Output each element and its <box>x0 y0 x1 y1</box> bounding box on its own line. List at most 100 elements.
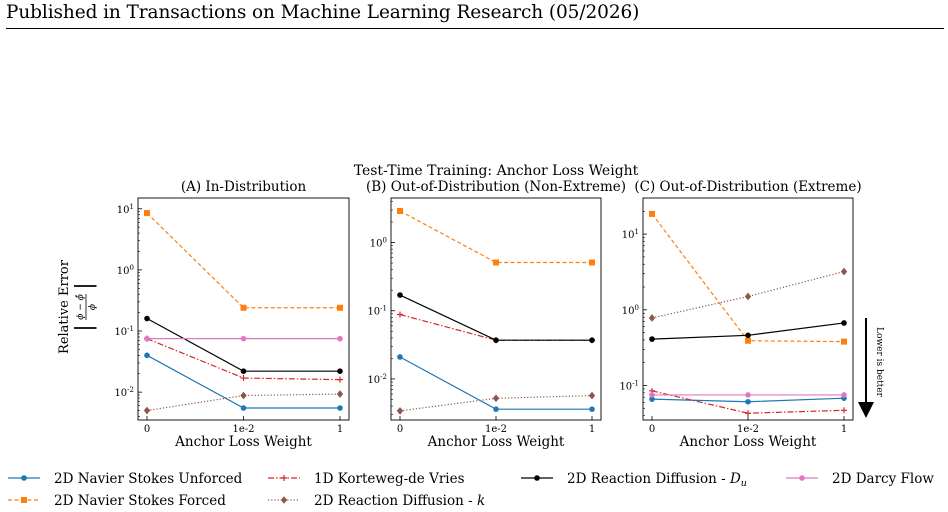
chart-panel-2: (B) Out-of-Distribution (Non-Extreme) 10-… <box>366 179 626 450</box>
series-navier_unforced <box>397 354 595 413</box>
lower-is-better-text: Lower is better <box>874 327 884 398</box>
x-tick-label: 0 <box>649 424 655 435</box>
data-point <box>841 407 847 414</box>
chart-panel-3: (C) Out-of-Distribution (Extreme) 10-1 100… <box>619 179 861 450</box>
series-darcy <box>144 335 343 342</box>
legend-item-navier_forced: 2D Navier Stokes Forced <box>8 493 226 509</box>
series-line <box>146 393 341 412</box>
legend-label: 1D Korteweg-de Vries <box>314 471 465 487</box>
panel-title: (A) In-Distribution <box>181 179 307 195</box>
legend-label: 2D Darcy Flow <box>832 471 934 487</box>
series-line <box>146 354 340 409</box>
data-point <box>649 336 655 342</box>
lower-is-better-annotation: Lower is better <box>858 318 884 418</box>
series-line <box>399 210 592 264</box>
data-point <box>841 392 847 398</box>
panel-title: (B) Out-of-Distribution (Non-Extreme) <box>366 179 626 195</box>
chart-panel-1: (A) In-Distribution 10-2 10-1 100 101 0 1e-2 1 A… <box>114 179 350 450</box>
legend-marker <box>799 475 805 481</box>
series-line <box>651 390 845 414</box>
x-tick-label: 1 <box>337 424 343 435</box>
x-axis-label: Anchor Loss Weight <box>174 434 312 450</box>
series-line <box>399 294 592 341</box>
legend-marker <box>21 475 27 481</box>
data-point <box>397 208 403 215</box>
figure-suptitle: Test-Time Training: Anchor Loss Weight <box>354 163 639 179</box>
panel-title: (C) Out-of-Distribution (Extreme) <box>634 179 861 195</box>
data-point <box>240 304 247 311</box>
data-point <box>144 335 150 342</box>
y-tick-label: 101 <box>622 228 639 241</box>
y-tick-label: 101 <box>117 203 134 216</box>
x-tick-label: 1 <box>589 424 595 435</box>
data-point <box>745 410 751 417</box>
x-tick-label: 1e-2 <box>737 424 759 435</box>
data-point <box>144 315 150 322</box>
data-point <box>649 392 655 398</box>
legend-item-reaction_du: 2D Reaction Diffusion - Du <box>521 471 747 489</box>
legend-label: 2D Navier Stokes Forced <box>54 493 226 509</box>
legend-item-kdv: 1D Korteweg-de Vries <box>268 471 465 487</box>
data-point <box>396 407 404 415</box>
data-point <box>589 259 595 266</box>
data-point <box>588 391 596 400</box>
x-tick-label: 1e-2 <box>485 424 507 435</box>
formula-denominator: ϕ <box>88 304 98 310</box>
plot-frame <box>390 197 602 421</box>
legend-marker <box>280 496 288 504</box>
formula-abs-left: | <box>72 324 97 331</box>
x-axis-label: Anchor Loss Weight <box>679 434 817 450</box>
x-tick-label: 1 <box>841 424 847 435</box>
data-point <box>493 406 499 413</box>
data-point <box>649 396 655 402</box>
data-point <box>492 394 500 403</box>
data-point <box>649 210 655 217</box>
series-reaction_du <box>397 292 595 343</box>
data-point <box>745 337 751 344</box>
data-point <box>144 352 150 359</box>
data-point <box>337 304 343 311</box>
y-tick-label: 10-1 <box>367 305 387 318</box>
data-point <box>337 376 343 383</box>
formula-abs-right: | <box>72 282 97 289</box>
y-axis-label-text: Relative Error <box>57 259 72 354</box>
legend-marker <box>534 475 540 481</box>
legend-item-navier_unforced: 2D Navier Stokes Unforced <box>8 471 243 487</box>
data-point <box>397 292 403 298</box>
series-line <box>651 270 845 319</box>
data-point <box>840 267 848 276</box>
x-tick-label: 0 <box>144 424 150 435</box>
y-tick-label: 10-2 <box>367 373 387 386</box>
legend-marker <box>21 497 27 503</box>
series-kdv <box>144 335 343 383</box>
y-tick-label: 100 <box>370 237 387 250</box>
series-navier_unforced <box>144 352 343 411</box>
legend-item-darcy: 2D Darcy Flow <box>786 471 934 487</box>
data-point <box>337 335 343 342</box>
data-point <box>745 392 751 398</box>
x-tick-label: 0 <box>397 424 403 435</box>
data-point <box>240 335 247 342</box>
data-point <box>397 311 403 318</box>
y-axis-label: Relative Error | ϕ − ϕ̂ ϕ | <box>57 259 98 354</box>
data-point <box>337 405 343 411</box>
formula-numerator: ϕ − ϕ̂ <box>75 294 86 320</box>
legend-label: 2D Reaction Diffusion - Du <box>567 471 747 489</box>
data-point <box>336 390 344 398</box>
data-point <box>143 406 151 415</box>
series-line <box>146 212 340 309</box>
data-point <box>240 391 247 400</box>
data-point <box>841 320 847 326</box>
header-rule <box>6 28 944 29</box>
data-point <box>841 338 847 345</box>
data-point <box>240 405 247 411</box>
data-point <box>744 292 752 301</box>
series-navier_forced <box>144 210 343 311</box>
x-tick-label: 1e-2 <box>232 424 254 435</box>
y-tick-label: 10-1 <box>619 379 639 392</box>
series-reaction_k <box>648 267 848 322</box>
data-point <box>648 314 656 322</box>
data-point <box>745 398 751 405</box>
